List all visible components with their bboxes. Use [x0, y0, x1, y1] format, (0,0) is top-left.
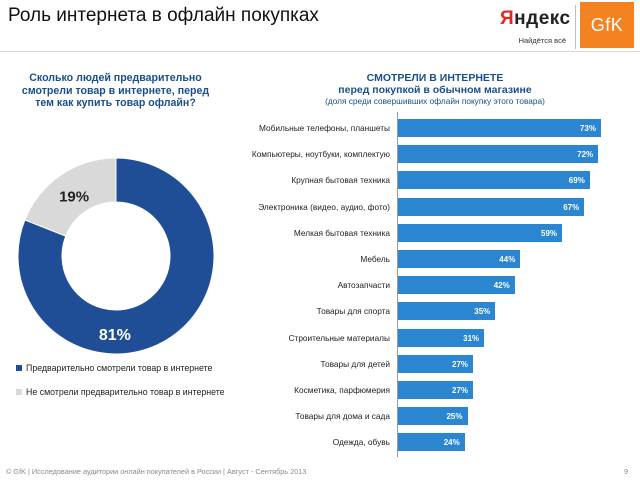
page-title: Роль интернета в офлайн покупках: [8, 5, 319, 26]
bar-category-label: Мелкая бытовая техника: [293, 227, 390, 238]
bar-chart-axis: [397, 112, 398, 457]
donut-value-label-did-not-look: 19%: [59, 188, 89, 205]
bar-value-label: 67%: [563, 202, 580, 212]
bar: [398, 276, 515, 295]
bar-value-label: 27%: [452, 386, 469, 395]
bar-value-label: 25%: [446, 412, 463, 422]
bar-chart-title-line1: СМОТРЕЛИ В ИНТЕРНЕТЕ: [366, 72, 504, 84]
bar: [398, 223, 563, 242]
bar-category-label: Товары для спорта: [316, 306, 390, 317]
bar-value-label: 35%: [474, 307, 491, 317]
bar: [398, 433, 465, 452]
bar-chart: Мобильные телефоны, планшеты 73% Компьютер…: [0, 112, 640, 462]
bar-chart-heading: СМОТРЕЛИ В ИНТЕРНЕТЕ перед покупкой в об…: [290, 72, 580, 107]
yandex-logo: Яндекс Найдётся всё: [500, 8, 572, 52]
legend-swatch-gray: [16, 389, 22, 396]
bar: [398, 407, 468, 426]
bar-value-label: 24%: [443, 438, 460, 448]
bar: [398, 119, 601, 137]
bar: [398, 145, 599, 164]
bar: [398, 381, 474, 399]
bar-chart-title-line2: перед покупкой в обычном магазине: [338, 84, 532, 97]
yandex-logo-text: Яндекс: [500, 8, 570, 30]
bar-category-label: Товары для детей: [320, 358, 390, 369]
gfk-logo: GfK: [580, 2, 634, 48]
donut-legend: Предварительно смотрели товар в интернет…: [16, 363, 226, 411]
legend-swatch-blue: [16, 365, 22, 371]
bar-value-label: 69%: [568, 176, 585, 186]
legend-label: Предварительно смотрели товар в интернет…: [26, 363, 213, 373]
bar: [398, 328, 485, 347]
footer-text: © GfK | Исследование аудитории онлайн по…: [6, 467, 307, 476]
bar-chart-subtitle: (доля среди совершивших офлайн покупку э…: [325, 96, 545, 107]
bar-category-label: Одежда, обувь: [332, 437, 390, 448]
bar: [398, 250, 521, 268]
bar-category-label: Электроника (видео, аудио, фото): [258, 201, 390, 212]
bar-value-label: 42%: [493, 281, 510, 291]
header-divider: [0, 51, 640, 52]
donut-value-label-looked-online: 81%: [99, 327, 131, 344]
donut-chart: 81% 19%: [17, 157, 215, 355]
yandex-slogan: Найдётся всё: [518, 36, 566, 45]
bar-category-label: Косметика, парфюмерия: [294, 385, 390, 395]
bar-value-label: 72%: [577, 150, 594, 160]
bar-value-label: 27%: [452, 359, 469, 369]
bar-value-label: 59%: [541, 228, 558, 238]
bar: [398, 171, 590, 190]
bar-category-label: Строительные материалы: [288, 332, 390, 343]
bar: [398, 354, 474, 373]
bar-category-label: Автозапчасти: [337, 280, 390, 291]
bar-category-label: Мебель: [360, 254, 390, 264]
bar-category-label: Крупная бытовая техника: [291, 175, 390, 186]
logo-divider: [575, 5, 576, 49]
yandex-logo-rest: ндекс: [514, 8, 571, 29]
bar-category-label: Компьютеры, ноутбуки, комплектую: [251, 149, 390, 160]
bar: [398, 302, 496, 321]
bar: [398, 197, 585, 216]
bar-category-label: Товары для дома и сада: [295, 411, 390, 422]
donut-question: Сколько людей предварительно смотрели то…: [21, 72, 210, 110]
yandex-logo-first-letter: Я: [500, 8, 515, 29]
bar-value-label: 44%: [499, 255, 516, 264]
bar-category-label: Мобильные телефоны, планшеты: [258, 123, 390, 133]
legend-item-did-not-look: Не смотрели предварительно товар в интер…: [16, 387, 226, 397]
legend-item-looked-online: Предварительно смотрели товар в интернет…: [16, 363, 226, 373]
donut-slice-did-not-look: [24, 157, 117, 237]
bar-value-label: 31%: [463, 333, 480, 343]
bar-value-label: 73%: [579, 124, 596, 133]
legend-label: Не смотрели предварительно товар в интер…: [26, 387, 225, 398]
page-number: 9: [624, 467, 629, 476]
donut-slice-looked-online: [17, 157, 215, 355]
